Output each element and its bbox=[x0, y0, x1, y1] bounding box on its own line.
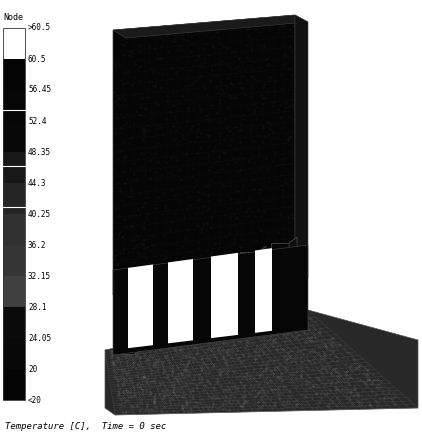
Text: 60.5: 60.5 bbox=[28, 54, 46, 64]
Bar bbox=[3, 28, 25, 59]
Polygon shape bbox=[289, 237, 297, 298]
Text: 20: 20 bbox=[28, 364, 37, 374]
Text: 28.1: 28.1 bbox=[28, 303, 46, 311]
Polygon shape bbox=[258, 246, 266, 308]
Polygon shape bbox=[113, 15, 308, 38]
Polygon shape bbox=[255, 248, 272, 333]
Text: 56.45: 56.45 bbox=[28, 85, 51, 95]
Text: 52.4: 52.4 bbox=[28, 116, 46, 126]
Polygon shape bbox=[148, 281, 170, 341]
Text: 32.15: 32.15 bbox=[28, 272, 51, 280]
Text: Node: Node bbox=[3, 13, 23, 22]
Polygon shape bbox=[135, 288, 143, 354]
Bar bbox=[3, 90, 25, 121]
Bar bbox=[3, 276, 25, 307]
Bar bbox=[3, 369, 25, 400]
Polygon shape bbox=[170, 276, 178, 341]
Text: 36.2: 36.2 bbox=[28, 241, 46, 249]
Polygon shape bbox=[295, 15, 308, 278]
Text: Temperature [C],  Time = 0 sec: Temperature [C], Time = 0 sec bbox=[5, 422, 166, 430]
Bar bbox=[3, 59, 25, 90]
Text: 40.25: 40.25 bbox=[28, 210, 51, 218]
Bar bbox=[3, 28, 25, 400]
Polygon shape bbox=[215, 260, 223, 327]
Polygon shape bbox=[113, 245, 308, 355]
Text: 48.35: 48.35 bbox=[28, 147, 51, 157]
Polygon shape bbox=[113, 15, 295, 295]
Bar bbox=[3, 338, 25, 369]
Polygon shape bbox=[271, 243, 289, 298]
Polygon shape bbox=[211, 253, 238, 338]
Polygon shape bbox=[128, 265, 153, 348]
Bar bbox=[3, 183, 25, 214]
Polygon shape bbox=[105, 310, 418, 415]
Polygon shape bbox=[193, 266, 215, 327]
Text: 44.3: 44.3 bbox=[28, 178, 46, 187]
Bar bbox=[3, 152, 25, 183]
Polygon shape bbox=[240, 252, 258, 308]
Bar bbox=[3, 245, 25, 276]
Polygon shape bbox=[113, 294, 135, 354]
Polygon shape bbox=[168, 259, 193, 344]
Bar bbox=[3, 214, 25, 245]
Text: <20: <20 bbox=[28, 395, 42, 405]
Text: >60.5: >60.5 bbox=[28, 24, 51, 33]
Bar bbox=[3, 121, 25, 152]
Text: 24.05: 24.05 bbox=[28, 334, 51, 343]
Bar bbox=[3, 307, 25, 338]
